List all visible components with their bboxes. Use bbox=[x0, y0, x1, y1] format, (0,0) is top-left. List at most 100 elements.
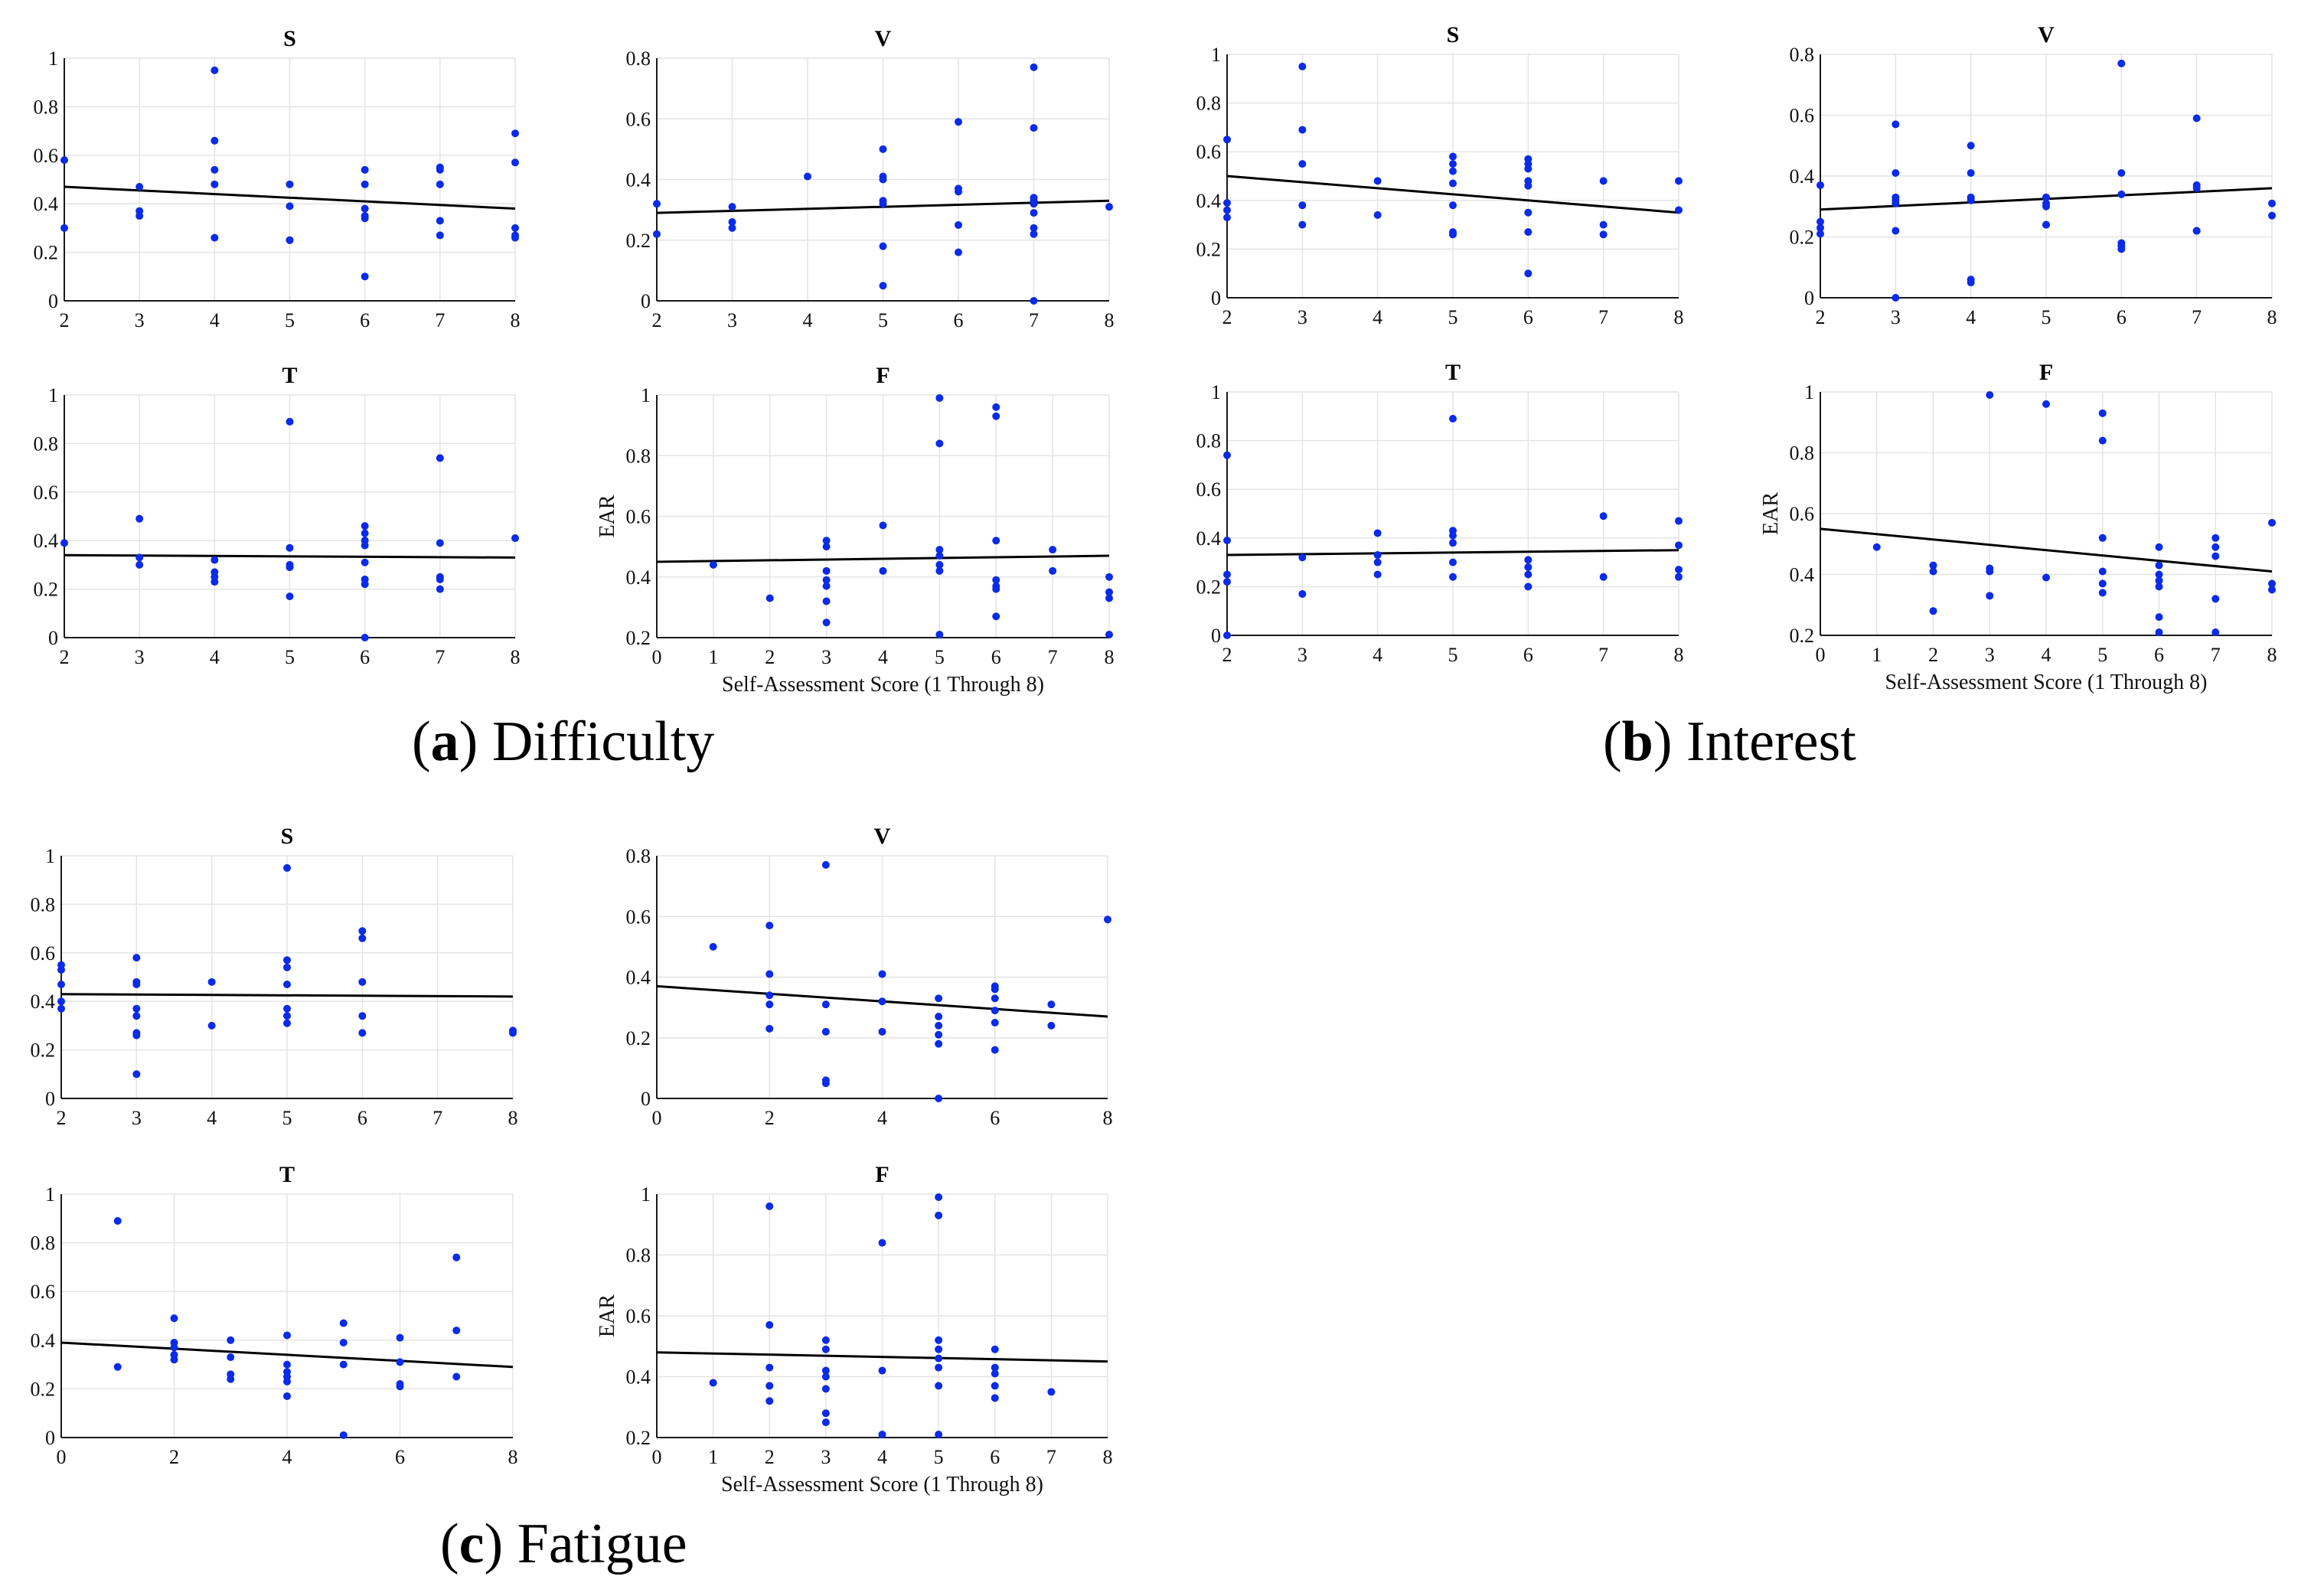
data-point bbox=[452, 1372, 461, 1381]
y-tick-label: 0 bbox=[48, 627, 58, 649]
y-axis-label: EAR bbox=[1759, 492, 1783, 535]
data-point bbox=[1967, 169, 1975, 178]
x-tick-label: 6 bbox=[1523, 644, 1533, 666]
data-point bbox=[935, 1431, 943, 1439]
chart-panel: 0 1 2 3 4 5 6 7 8 0.2 0.4 0.6 0.8 1 F Self-Assessment S… bbox=[1759, 360, 2277, 694]
data-point bbox=[358, 934, 367, 942]
data-point bbox=[1047, 1000, 1056, 1009]
x-tick-label: 4 bbox=[877, 1107, 887, 1129]
fit-line bbox=[60, 1341, 514, 1369]
data-point bbox=[1449, 167, 1457, 175]
data-point bbox=[207, 978, 216, 986]
data-point bbox=[286, 417, 294, 426]
x-tick-label: 8 bbox=[508, 1107, 518, 1129]
data-point bbox=[452, 1253, 461, 1261]
data-point bbox=[2098, 589, 2107, 597]
chart-title: F bbox=[876, 363, 889, 388]
data-point bbox=[2211, 534, 2220, 542]
y-tick-label: 0 bbox=[1804, 287, 1814, 309]
data-point bbox=[2268, 518, 2276, 527]
data-point bbox=[436, 165, 444, 174]
x-tick-label: 6 bbox=[2117, 306, 2127, 328]
x-tick-label: 3 bbox=[1891, 306, 1901, 328]
data-point bbox=[1929, 607, 1937, 615]
x-tick-label: 4 bbox=[2042, 644, 2052, 666]
data-point bbox=[1223, 451, 1231, 459]
y-tick-label: 0.4 bbox=[1790, 564, 1815, 586]
chart-panel: 2 3 4 5 6 7 8 0 0.2 0.4 0.6 0.8 V bbox=[1790, 22, 2277, 328]
y-tick-label: 0.6 bbox=[34, 481, 59, 504]
y-tick-label: 1 bbox=[641, 1183, 651, 1206]
x-tick-label: 0 bbox=[1816, 644, 1826, 666]
data-point bbox=[2117, 190, 2126, 198]
y-tick-label: 0 bbox=[45, 1088, 55, 1110]
x-tick-label: 2 bbox=[1816, 306, 1826, 328]
x-tick-label: 8 bbox=[1105, 309, 1115, 331]
x-axis-label: Self-Assessment Score (1 Through 8) bbox=[722, 673, 1044, 697]
data-point bbox=[2098, 567, 2107, 576]
data-point bbox=[358, 927, 367, 935]
data-point bbox=[283, 981, 291, 989]
y-tick-label: 0.8 bbox=[626, 445, 651, 467]
y-tick-label: 0 bbox=[1211, 625, 1221, 647]
data-point bbox=[1373, 211, 1382, 219]
x-tick-label: 2 bbox=[169, 1446, 179, 1468]
data-point bbox=[135, 560, 144, 569]
y-axis-label: EAR bbox=[596, 494, 619, 537]
y-tick-label: 0 bbox=[48, 290, 58, 312]
data-point bbox=[60, 539, 68, 547]
x-tick-label: 7 bbox=[1029, 309, 1039, 331]
data-point bbox=[283, 863, 291, 872]
data-point bbox=[361, 214, 369, 223]
fit-line bbox=[656, 554, 1110, 563]
data-point bbox=[1049, 546, 1057, 554]
data-point bbox=[1223, 206, 1231, 214]
data-point bbox=[935, 1030, 943, 1039]
data-point bbox=[227, 1353, 235, 1362]
data-point bbox=[935, 1382, 943, 1390]
caption-letter: a bbox=[430, 710, 459, 773]
x-tick-label: 7 bbox=[1598, 306, 1608, 328]
data-point bbox=[1223, 570, 1231, 579]
data-point bbox=[57, 1004, 65, 1013]
data-point bbox=[1030, 200, 1038, 208]
data-point bbox=[991, 1369, 999, 1378]
caption-label: Fatigue bbox=[517, 1513, 687, 1575]
y-tick-label: 1 bbox=[48, 384, 58, 406]
x-tick-label: 5 bbox=[2097, 644, 2107, 666]
data-point bbox=[878, 1431, 886, 1439]
data-point bbox=[935, 1345, 943, 1353]
data-point bbox=[2042, 220, 2050, 229]
data-point bbox=[211, 136, 219, 145]
data-point bbox=[955, 118, 962, 126]
data-point bbox=[361, 558, 369, 566]
y-tick-label: 1 bbox=[1211, 381, 1221, 403]
data-point bbox=[1929, 561, 1937, 570]
data-point bbox=[1373, 570, 1382, 579]
data-point bbox=[2098, 409, 2107, 417]
y-tick-label: 0.6 bbox=[626, 1305, 651, 1327]
fit-line bbox=[60, 993, 514, 998]
x-tick-label: 7 bbox=[1046, 1446, 1056, 1468]
x-tick-label: 4 bbox=[1373, 644, 1382, 666]
x-tick-label: 4 bbox=[210, 309, 220, 331]
data-point bbox=[452, 1327, 461, 1335]
data-point bbox=[396, 1358, 404, 1366]
data-point bbox=[991, 1363, 999, 1372]
data-point bbox=[361, 165, 369, 174]
x-tick-label: 3 bbox=[821, 646, 831, 668]
data-point bbox=[227, 1336, 235, 1344]
caption-letter: b bbox=[1621, 710, 1653, 773]
x-tick-label: 4 bbox=[878, 646, 888, 668]
data-point bbox=[283, 1392, 291, 1400]
data-point bbox=[283, 963, 291, 971]
data-point bbox=[1816, 230, 1824, 238]
data-point bbox=[1675, 566, 1683, 574]
data-point bbox=[1872, 543, 1881, 551]
data-point bbox=[2211, 552, 2220, 560]
y-tick-label: 0.8 bbox=[1790, 442, 1815, 465]
y-tick-label: 0.2 bbox=[31, 1378, 56, 1400]
data-point bbox=[1816, 224, 1824, 232]
data-point bbox=[436, 454, 444, 462]
